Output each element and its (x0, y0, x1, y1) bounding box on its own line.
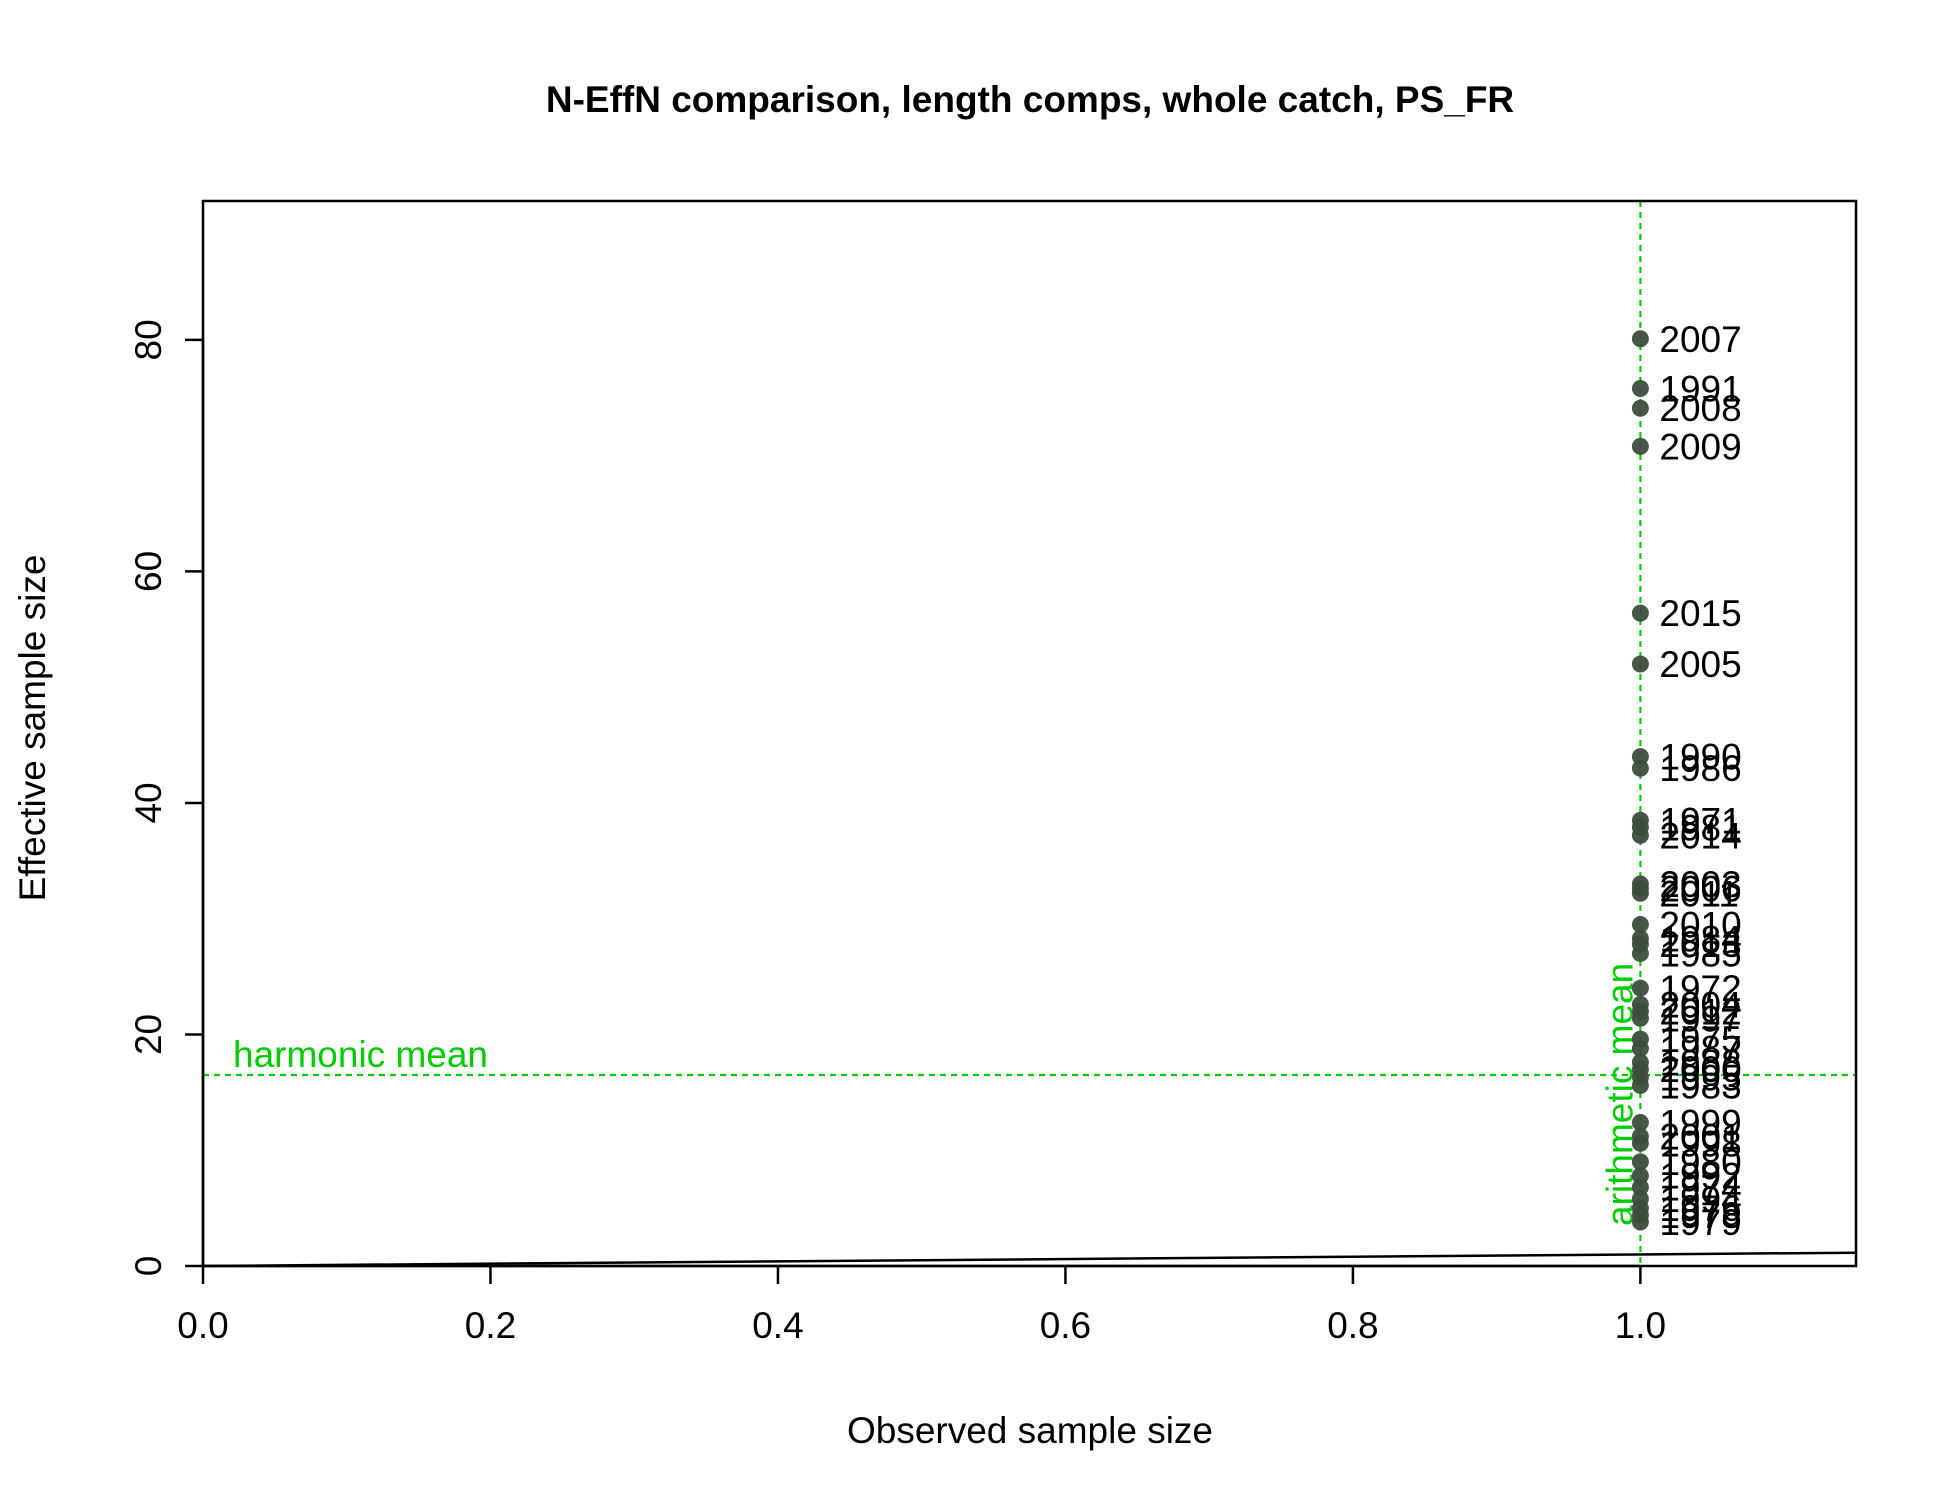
point-label: 1984 (1659, 918, 1741, 959)
point-label: 1988 (1659, 1042, 1741, 1083)
plot-area: harmonic mean arithmetic mean200719912008… (128, 199, 1858, 1346)
data-point (1631, 884, 1649, 902)
data-point (1631, 330, 1649, 348)
y-tick-label: 60 (128, 551, 169, 592)
data-point (1631, 1076, 1649, 1094)
point-label: 1997 (1659, 998, 1741, 1039)
x-tick-label: 0.6 (1040, 1305, 1091, 1346)
x-tick-label: 1.0 (1615, 1305, 1666, 1346)
data-point (1631, 1213, 1649, 1231)
data-point (1631, 916, 1649, 934)
y-axis-label: Effective sample size (12, 555, 53, 902)
point-label: 2014 (1659, 815, 1741, 856)
point-label: 1972 (1659, 968, 1741, 1009)
identity-line (203, 1251, 1856, 1266)
point-label: 2003 (1659, 864, 1741, 905)
point-label: 2011 (1659, 873, 1739, 914)
point-label: 1971 (1659, 800, 1741, 841)
point-label: 1991 (1659, 369, 1741, 410)
point-label: 1987 (1659, 1028, 1741, 1069)
point-label: 2008 (1659, 388, 1741, 429)
data-point (1631, 826, 1649, 844)
x-tick-label: 0.0 (177, 1305, 228, 1346)
point-label: 2005 (1659, 644, 1741, 685)
point-label: 1975 (1659, 1019, 1741, 1060)
point-label: 1995 (1659, 1057, 1741, 1098)
point-label: 1980 (1659, 1142, 1741, 1183)
point-label: 1990 (1659, 737, 1741, 778)
point-label: 2006 (1659, 869, 1741, 910)
data-point (1631, 1113, 1649, 1131)
x-tick-label: 0.8 (1327, 1305, 1378, 1346)
point-label: 1999 (1659, 1102, 1741, 1143)
y-tick-label: 80 (128, 319, 169, 360)
point-label: 1998 (1659, 1123, 1741, 1164)
data-point (1631, 979, 1649, 997)
data-point (1631, 655, 1649, 673)
point-label: 2007 (1659, 319, 1741, 360)
y-tick-label: 0 (128, 1256, 169, 1277)
point-label: 2012 (1659, 991, 1741, 1032)
data-point (1631, 759, 1649, 777)
data-point (1631, 399, 1649, 417)
point-label: 2015 (1659, 593, 1741, 634)
point-label: 1976 (1659, 1188, 1741, 1229)
x-axis-label: Observed sample size (847, 1410, 1213, 1451)
data-point (1631, 944, 1649, 962)
point-label: 1994 (1659, 1179, 1741, 1220)
point-label: 2013 (1659, 924, 1741, 965)
point-label: 1986 (1659, 748, 1741, 789)
y-tick-label: 40 (128, 782, 169, 823)
point-label: 1974 (1659, 1167, 1741, 1208)
point-label: 2010 (1659, 905, 1741, 946)
point-label: 1978 (1659, 1195, 1741, 1236)
data-point (1631, 604, 1649, 622)
harmonic-mean-label: harmonic mean (233, 1034, 488, 1075)
data-point (1631, 437, 1649, 455)
data-point (1631, 1153, 1649, 1171)
x-tick-label: 0.4 (752, 1305, 803, 1346)
data-point (1631, 380, 1649, 398)
data-point (1631, 1134, 1649, 1152)
point-label: 2001 (1659, 1116, 1741, 1157)
y-tick-label: 20 (128, 1014, 169, 1055)
point-label: 2009 (1659, 426, 1741, 467)
point-label: 2000 (1659, 1049, 1741, 1090)
point-label: 1979 (1659, 1202, 1741, 1243)
data-point (1631, 1009, 1649, 1027)
data-point (1631, 1039, 1649, 1057)
chart-title: N-EffN comparison, length comps, whole c… (546, 79, 1514, 120)
x-tick-label: 0.2 (465, 1305, 516, 1346)
point-label: 1992 (1659, 1156, 1741, 1197)
point-label: 1985 (1659, 933, 1741, 974)
point-label: 1981 (1659, 807, 1741, 848)
point-label: 1983 (1659, 1065, 1741, 1106)
point-label: 2004 (1659, 984, 1741, 1025)
